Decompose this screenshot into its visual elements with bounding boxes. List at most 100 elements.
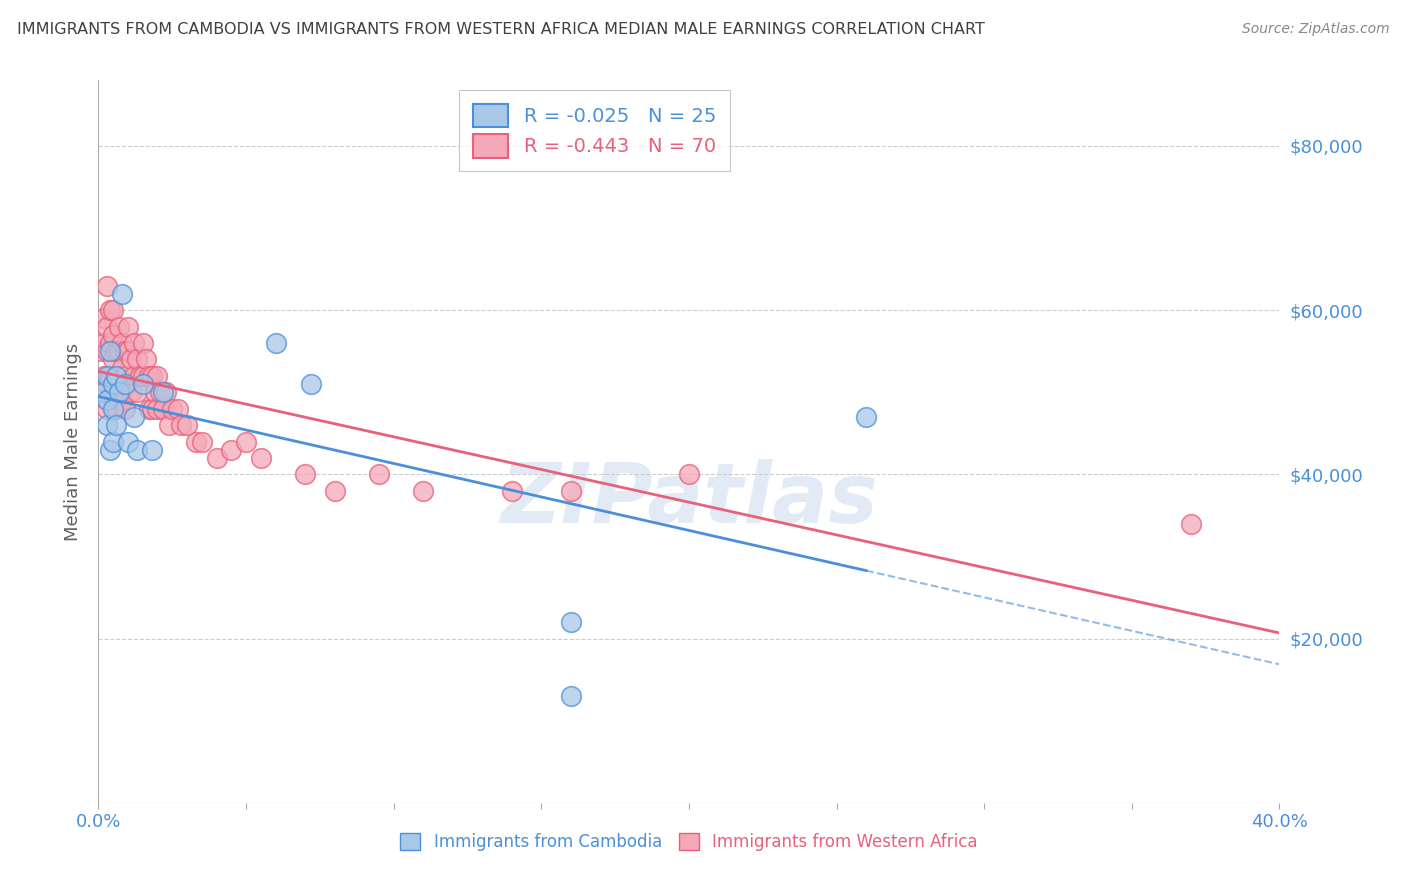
Point xyxy=(678,467,700,482)
Point xyxy=(103,377,125,392)
Point xyxy=(138,368,160,383)
Point xyxy=(141,368,163,383)
Point xyxy=(412,483,434,498)
Point xyxy=(111,393,134,408)
Point xyxy=(98,442,121,457)
Point xyxy=(501,483,523,498)
Text: Source: ZipAtlas.com: Source: ZipAtlas.com xyxy=(1241,22,1389,37)
Point xyxy=(146,401,169,416)
Point xyxy=(111,360,134,375)
Point xyxy=(155,385,177,400)
Point xyxy=(103,385,125,400)
Point xyxy=(93,336,115,351)
Point xyxy=(103,327,125,342)
Point xyxy=(170,418,193,433)
Point xyxy=(176,418,198,433)
Point xyxy=(114,377,136,392)
Point xyxy=(98,336,121,351)
Y-axis label: Median Male Earnings: Median Male Earnings xyxy=(63,343,82,541)
Point xyxy=(108,319,131,334)
Point xyxy=(299,377,322,392)
Point xyxy=(114,344,136,359)
Point xyxy=(323,483,346,498)
Point xyxy=(125,385,148,400)
Point xyxy=(96,344,118,359)
Point xyxy=(114,401,136,416)
Point xyxy=(855,409,877,424)
Point xyxy=(96,418,118,433)
Point xyxy=(98,368,121,383)
Point xyxy=(141,401,163,416)
Point xyxy=(96,377,118,392)
Point xyxy=(221,442,243,457)
Point xyxy=(125,442,148,457)
Point xyxy=(143,385,166,400)
Point xyxy=(235,434,257,449)
Legend: Immigrants from Cambodia, Immigrants from Western Africa: Immigrants from Cambodia, Immigrants fro… xyxy=(392,825,986,860)
Point xyxy=(250,450,273,465)
Point xyxy=(98,303,121,318)
Point xyxy=(560,615,582,630)
Point xyxy=(103,401,125,416)
Point xyxy=(141,442,163,457)
Point xyxy=(93,368,115,383)
Point xyxy=(120,352,142,367)
Point xyxy=(96,278,118,293)
Point xyxy=(1180,516,1202,531)
Point xyxy=(152,401,174,416)
Point xyxy=(149,385,172,400)
Point xyxy=(108,385,131,400)
Point xyxy=(128,368,150,383)
Point xyxy=(205,450,228,465)
Point xyxy=(96,393,118,408)
Point xyxy=(122,409,145,424)
Point xyxy=(96,401,118,416)
Point xyxy=(105,344,128,359)
Point xyxy=(191,434,214,449)
Point xyxy=(184,434,207,449)
Point xyxy=(108,344,131,359)
Point xyxy=(111,286,134,301)
Point xyxy=(117,319,139,334)
Point xyxy=(105,418,128,433)
Point xyxy=(264,336,287,351)
Point xyxy=(96,368,118,383)
Point xyxy=(368,467,391,482)
Point xyxy=(96,319,118,334)
Point xyxy=(122,336,145,351)
Text: IMMIGRANTS FROM CAMBODIA VS IMMIGRANTS FROM WESTERN AFRICA MEDIAN MALE EARNINGS : IMMIGRANTS FROM CAMBODIA VS IMMIGRANTS F… xyxy=(17,22,984,37)
Point xyxy=(560,689,582,703)
Point xyxy=(162,401,183,416)
Point xyxy=(146,368,169,383)
Point xyxy=(135,352,157,367)
Point xyxy=(167,401,190,416)
Point xyxy=(117,377,139,392)
Point xyxy=(93,385,115,400)
Point xyxy=(122,368,145,383)
Point xyxy=(152,385,174,400)
Point xyxy=(111,336,134,351)
Point xyxy=(117,434,139,449)
Point xyxy=(103,352,125,367)
Point xyxy=(157,418,180,433)
Point xyxy=(560,483,582,498)
Text: ZIPatlas: ZIPatlas xyxy=(501,458,877,540)
Point xyxy=(138,401,160,416)
Point xyxy=(125,352,148,367)
Point xyxy=(120,385,142,400)
Point xyxy=(105,401,128,416)
Point xyxy=(105,368,128,383)
Point xyxy=(132,368,155,383)
Point xyxy=(90,344,112,359)
Point xyxy=(114,368,136,383)
Point xyxy=(108,377,131,392)
Point xyxy=(103,303,125,318)
Point xyxy=(105,368,128,383)
Point xyxy=(294,467,316,482)
Point xyxy=(132,377,155,392)
Point xyxy=(93,311,115,326)
Point xyxy=(117,344,139,359)
Point xyxy=(103,434,125,449)
Point xyxy=(132,336,155,351)
Point xyxy=(98,344,121,359)
